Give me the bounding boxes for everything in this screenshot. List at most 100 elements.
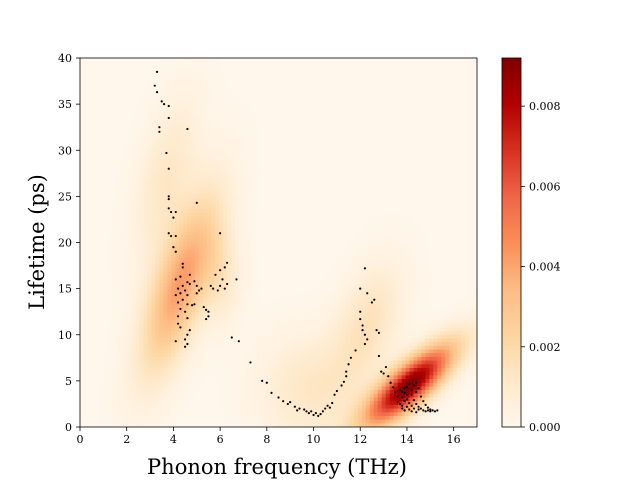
heatmap-cell (147, 194, 153, 199)
heatmap-cell (274, 205, 280, 210)
heatmap-cell (242, 327, 248, 332)
heatmap-cell (147, 120, 153, 126)
heatmap-cell (226, 128, 232, 133)
heatmap-cell (83, 157, 89, 162)
heatmap-cell (195, 187, 200, 192)
heatmap-cell (234, 349, 240, 354)
heatmap-cell (123, 58, 129, 63)
heatmap-cell (159, 342, 164, 347)
heatmap-cell (207, 379, 212, 384)
heatmap-cell (115, 172, 121, 177)
heatmap-cell (87, 102, 93, 107)
heatmap-cell (218, 94, 224, 100)
heatmap-cell (226, 94, 232, 100)
heatmap-cell (230, 61, 236, 66)
heatmap-cell (127, 338, 133, 343)
heatmap-cell (207, 257, 212, 262)
heatmap-cell (195, 382, 200, 388)
heatmap-cell (179, 205, 184, 210)
heatmap-cell (218, 294, 224, 299)
heatmap-cell (226, 216, 232, 221)
heatmap-cell (226, 61, 232, 66)
heatmap-cell (127, 342, 133, 347)
heatmap-cell (234, 275, 240, 280)
heatmap-cell (266, 231, 272, 236)
heatmap-cell (155, 142, 160, 148)
heatmap-cell (163, 353, 168, 358)
heatmap-cell (187, 183, 192, 188)
heatmap-cell (242, 260, 248, 266)
heatmap-cell (147, 161, 153, 166)
heatmap-cell (95, 102, 101, 107)
heatmap-cell (131, 334, 137, 340)
heatmap-cell (103, 227, 109, 233)
heatmap-cell (135, 260, 141, 266)
heatmap-cell (151, 65, 157, 70)
heatmap-cell (218, 397, 224, 402)
heatmap-cell (238, 279, 244, 284)
heatmap-cell (203, 135, 208, 140)
heatmap-cell (179, 334, 184, 340)
heatmap-cell (226, 69, 232, 74)
heatmap-cell (179, 367, 184, 373)
heatmap-cell (238, 290, 244, 295)
heatmap-cell (159, 205, 164, 210)
heatmap-cell (183, 408, 188, 413)
heatmap-cell (183, 379, 188, 384)
heatmap-cell (80, 379, 85, 384)
heatmap-cell (195, 224, 200, 229)
heatmap-cell (139, 135, 145, 140)
heatmap-cell (274, 349, 280, 354)
heatmap-cell (111, 360, 117, 365)
heatmap-cell (107, 279, 113, 284)
heatmap-cell (203, 286, 208, 292)
heatmap-cell (203, 105, 208, 111)
heatmap-cell (87, 94, 93, 100)
heatmap-cell (80, 76, 85, 81)
heatmap-cell (87, 135, 93, 140)
heatmap-cell (119, 212, 125, 218)
heatmap-cell (111, 338, 117, 343)
heatmap-cell (159, 367, 164, 373)
heatmap-cell (107, 102, 113, 107)
heatmap-cell (103, 150, 109, 155)
heatmap-cell (171, 157, 176, 162)
heatmap-cell (222, 142, 228, 148)
heatmap-cell (119, 209, 125, 214)
heatmap-cell (167, 290, 172, 295)
heatmap-cell (238, 80, 244, 85)
heatmap-cell (234, 98, 240, 103)
heatmap-cell (211, 102, 216, 107)
heatmap-cell (175, 235, 180, 240)
heatmap-cell (246, 246, 252, 251)
heatmap-cell (195, 61, 200, 66)
heatmap-cell (234, 176, 240, 181)
heatmap-cell (139, 61, 145, 66)
heatmap-cell (107, 124, 113, 129)
heatmap-cell (99, 72, 105, 78)
heatmap-cell (107, 390, 113, 395)
heatmap-cell (179, 249, 184, 255)
heatmap-cell (274, 360, 280, 365)
heatmap-cell (214, 176, 220, 181)
heatmap-cell (87, 76, 93, 81)
heatmap-cell (191, 283, 196, 288)
heatmap-cell (246, 356, 252, 362)
heatmap-cell (127, 150, 133, 155)
heatmap-cell (262, 423, 268, 427)
heatmap-cell (218, 150, 224, 155)
heatmap-cell (135, 349, 141, 354)
heatmap-cell (242, 316, 248, 321)
heatmap-cell (175, 279, 180, 284)
heatmap-cell (155, 201, 160, 207)
heatmap-cell (151, 153, 157, 159)
heatmap-cell (183, 168, 188, 173)
heatmap-cell (203, 131, 208, 137)
heatmap-cell (151, 76, 157, 81)
heatmap-cell (127, 124, 133, 129)
heatmap-cell (99, 187, 105, 192)
heatmap-cell (111, 205, 117, 210)
heatmap-cell (139, 187, 145, 192)
heatmap-cell (238, 412, 244, 417)
heatmap-cell (107, 415, 113, 421)
